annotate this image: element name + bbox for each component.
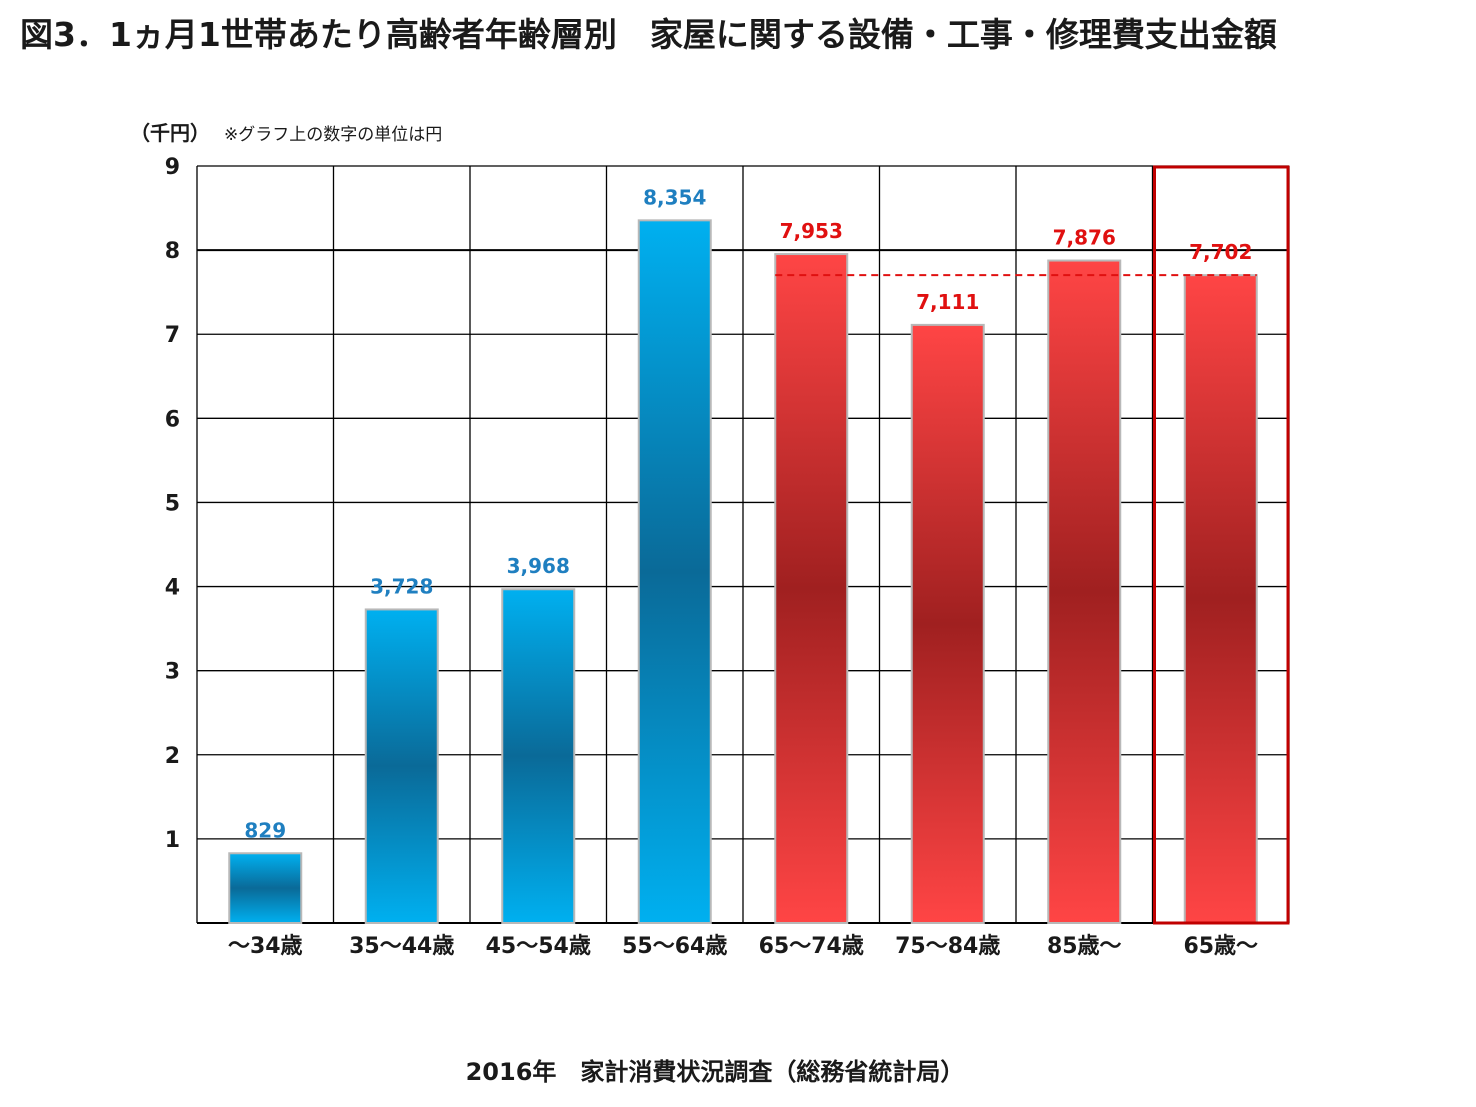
- grid: [196, 165, 1290, 924]
- y-tick-label: 3: [165, 660, 180, 685]
- data-label: 829: [244, 818, 286, 842]
- unit-label-text: （千円）: [130, 121, 210, 145]
- data-label: 7,953: [780, 219, 843, 243]
- bar-red: [1183, 274, 1258, 924]
- data-label: 3,968: [507, 554, 570, 578]
- bar-blue: [501, 588, 576, 925]
- x-tick-label: 45～54歳: [486, 934, 591, 959]
- data-label: 8,354: [643, 185, 706, 209]
- data-label: 7,876: [1053, 226, 1116, 250]
- y-tick-label: 8: [165, 239, 180, 264]
- y-tick-label: 9: [165, 155, 180, 180]
- bar-blue: [228, 852, 303, 925]
- x-tick-label: 65歳～: [1183, 934, 1258, 959]
- labels: 1 2 3 4 5 6 7 8 9 829 ～34歳 3,728 35～44歳 3,968 45～54歳 8,…: [165, 155, 1290, 959]
- bars: [228, 219, 1258, 925]
- y-tick-label: 5: [165, 491, 180, 516]
- y-tick-label: 1: [165, 828, 180, 853]
- x-tick-label: 85歳～: [1047, 934, 1122, 959]
- highlight-box: [1153, 165, 1290, 925]
- y-tick-label: 6: [165, 407, 180, 432]
- x-tick-label: 65～74歳: [759, 934, 864, 959]
- chart-title: 図3．1ヵ月1世帯あたり高齢者年齢層別 家屋に関する設備・工事・修理費支出金額: [20, 15, 1277, 54]
- x-tick-label: 55～64歳: [622, 934, 727, 959]
- data-label: 3,728: [370, 574, 433, 598]
- bar-red: [1047, 259, 1122, 924]
- y-tick-label: 4: [165, 576, 180, 601]
- y-tick-label: 2: [165, 744, 180, 769]
- unit-label: （千円） ※グラフ上の数字の単位は円: [130, 117, 442, 146]
- unit-note: ※グラフ上の数字の単位は円: [224, 125, 443, 145]
- x-tick-label: 35～44歳: [349, 934, 454, 959]
- x-tick-label: 75～84歳: [895, 934, 1000, 959]
- x-tick-label: ～34歳: [228, 934, 303, 959]
- bar-blue: [637, 219, 712, 925]
- data-label: 7,702: [1189, 240, 1252, 264]
- y-tick-label: 7: [165, 323, 180, 348]
- data-label: 7,111: [916, 290, 979, 314]
- source-note: 2016年 家計消費状況調査（総務省統計局）: [465, 1058, 965, 1086]
- bar-red: [774, 253, 849, 924]
- bar-blue: [364, 608, 439, 924]
- bar-red: [910, 323, 985, 925]
